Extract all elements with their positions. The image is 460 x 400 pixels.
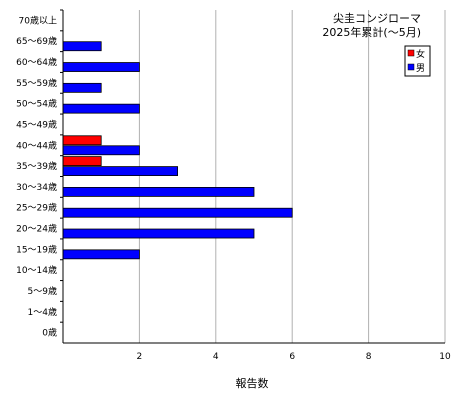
x-axis-label: 報告数	[236, 377, 269, 390]
bar-female	[62, 156, 102, 166]
legend: 女 男	[404, 45, 431, 77]
y-tick-label: 45～49歳	[16, 118, 57, 130]
bar-male	[62, 207, 293, 218]
y-tick-label: 10～14歳	[16, 264, 57, 276]
bar-male	[62, 62, 140, 72]
legend-label-male: 男	[416, 63, 425, 74]
x-tick-label: 4	[213, 352, 219, 362]
y-tick-label: 0歳	[42, 327, 57, 339]
bar-male	[62, 166, 178, 176]
bar-male	[62, 187, 255, 197]
bar-male	[62, 82, 102, 93]
x-tick-label: 10	[439, 352, 451, 362]
y-tick-label: 40～44歳	[16, 139, 57, 151]
y-tick-label: 50～54歳	[16, 98, 57, 110]
bar-male	[62, 249, 140, 260]
chart-title: 尖圭コンジローマ	[333, 12, 421, 25]
y-tick-label: 20～24歳	[16, 223, 57, 235]
chart-subtitle: 2025年累計(～5月)	[322, 25, 421, 39]
x-tick-label: 6	[289, 352, 295, 362]
legend-swatch-male	[407, 63, 415, 71]
y-tick-label: 65～69歳	[16, 35, 57, 47]
axes	[60, 9, 445, 344]
bar-male	[62, 145, 140, 156]
y-tick-label: 5～9歳	[28, 285, 57, 297]
y-tick-label: 70歳以上	[19, 14, 57, 26]
y-tick-label: 60～64歳	[16, 56, 57, 68]
legend-label-female: 女	[416, 48, 425, 60]
y-tick-label: 25～29歳	[16, 202, 57, 214]
legend-swatch-female	[407, 49, 415, 57]
y-tick-label: 55～59歳	[16, 77, 57, 89]
bar-male	[62, 41, 102, 52]
grid-lines	[138, 10, 446, 343]
x-tick-label: 2	[137, 352, 143, 362]
y-tick-label: 35～39歳	[16, 160, 57, 172]
y-tick-label: 1～4歳	[28, 306, 57, 318]
y-tick-label: 30～34歳	[16, 181, 57, 193]
x-tick-labels: 2 4 6 8 10	[137, 352, 451, 362]
bars	[62, 41, 293, 260]
y-tick-labels: 70歳以上 65～69歳 60～64歳 55～59歳 50～54歳 45～49歳 40～44…	[16, 14, 57, 338]
x-tick-label: 8	[366, 352, 372, 362]
bar-female	[62, 135, 102, 146]
bar-male	[62, 228, 255, 239]
bar-male	[62, 103, 140, 114]
y-tick-label: 15～19歳	[16, 243, 57, 255]
